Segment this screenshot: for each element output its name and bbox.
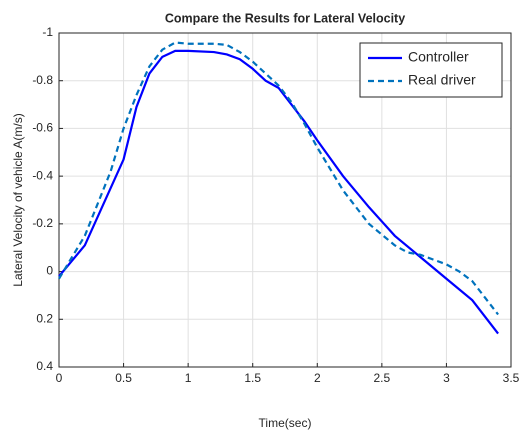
y-axis-label: Lateral Velocity of vehicle A(m/s) <box>11 113 25 286</box>
legend-label: Real driver <box>408 72 476 88</box>
chart-title: Compare the Results for Lateral Velocity <box>165 11 405 25</box>
y-tick-label: -1 <box>42 25 53 39</box>
x-tick-label: 3.5 <box>503 371 520 385</box>
plot-frame <box>58 32 512 368</box>
x-tick-label: 3 <box>443 371 450 385</box>
y-tick-label: 0.2 <box>36 311 53 325</box>
y-tick-label: -0.8 <box>32 73 53 87</box>
y-tick-label: 0.4 <box>36 359 53 373</box>
data-line <box>58 49 499 335</box>
y-tick-label: -0.2 <box>32 216 53 230</box>
y-tick-label: 0 <box>46 264 53 278</box>
x-tick-label: 2 <box>314 371 321 385</box>
x-tick-label: 0 <box>56 371 63 385</box>
x-axis-label: Time(sec) <box>259 416 312 430</box>
x-tick-label: 0.5 <box>115 371 132 385</box>
x-tick-label: 1 <box>185 371 192 385</box>
data-line <box>58 41 499 316</box>
legend-label: Controller <box>408 49 469 65</box>
y-tick-label: -0.6 <box>32 121 53 135</box>
x-tick-label: 1.5 <box>244 371 261 385</box>
y-tick-label: -0.4 <box>32 168 53 182</box>
x-tick-label: 2.5 <box>374 371 391 385</box>
legend-box <box>359 42 503 98</box>
